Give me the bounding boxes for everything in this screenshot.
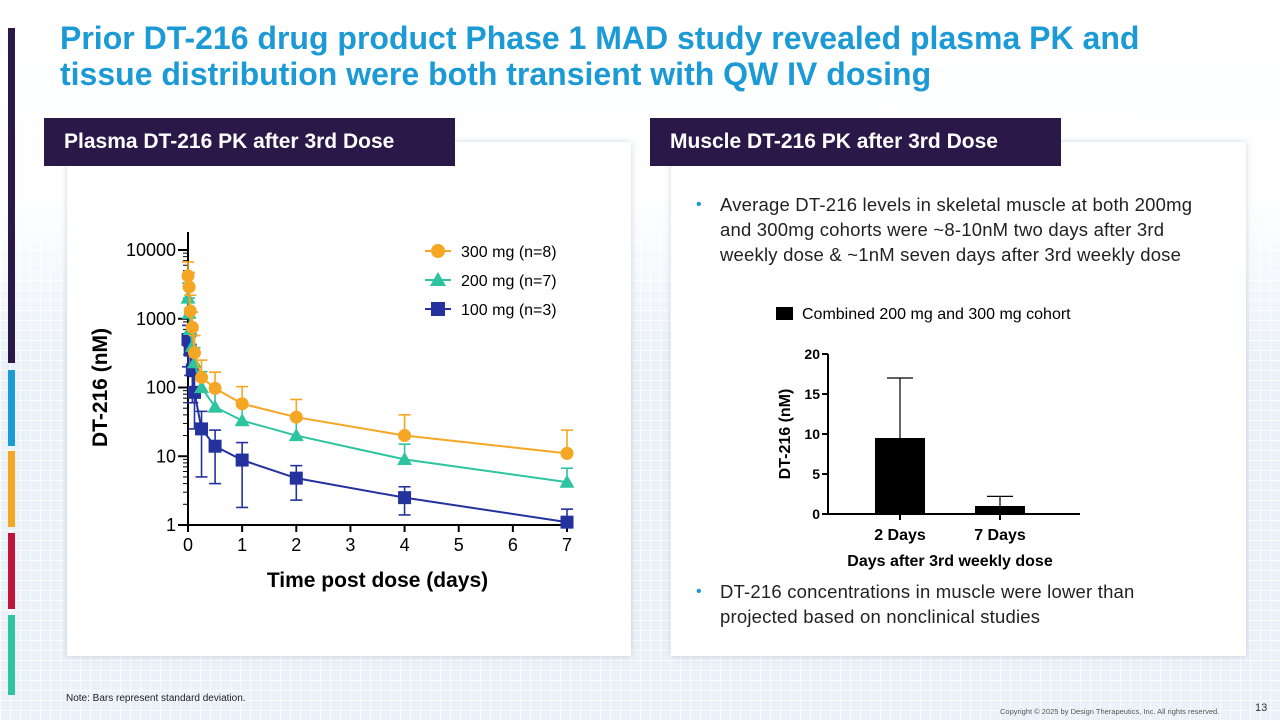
muscle-panel-header: Muscle DT-216 PK after 3rd Dose bbox=[650, 118, 1061, 166]
data-point bbox=[195, 370, 209, 384]
copyright: Copyright © 2025 by Design Therapeutics,… bbox=[1000, 707, 1220, 716]
series-100mg bbox=[181, 324, 574, 529]
y-tick-label: 1000 bbox=[136, 309, 176, 329]
y-tick-label: 10000 bbox=[126, 240, 176, 260]
data-point bbox=[398, 491, 412, 505]
data-point bbox=[208, 439, 222, 453]
slide-title: Prior DT-216 drug product Phase 1 MAD st… bbox=[60, 20, 1140, 92]
bar bbox=[875, 438, 925, 514]
accent-bar-red bbox=[8, 533, 15, 609]
bar bbox=[975, 506, 1025, 514]
accent-bar-orange bbox=[8, 451, 15, 527]
bullet-dot: • bbox=[696, 196, 702, 213]
data-point bbox=[208, 381, 222, 395]
legend-item: 100 mg (n=3) bbox=[425, 302, 557, 319]
footnote: Note: Bars represent standard deviation. bbox=[66, 693, 246, 704]
accent-bar-teal bbox=[8, 615, 15, 695]
series-300mg bbox=[181, 261, 574, 460]
bullet-item: • DT-216 concentrations in muscle were lo… bbox=[696, 579, 1216, 629]
data-point bbox=[431, 244, 445, 258]
data-point bbox=[181, 269, 195, 283]
y-tick-label: 20 bbox=[804, 346, 820, 362]
data-point bbox=[182, 280, 196, 294]
muscle-bullets-bottom: • DT-216 concentrations in muscle were lo… bbox=[696, 579, 1216, 629]
x-tick-label: 0 bbox=[183, 535, 193, 555]
x-tick-label: 3 bbox=[345, 535, 355, 555]
data-point bbox=[234, 413, 250, 427]
muscle-pk-chart: Combined 200 mg and 300 mg cohort 0 5 10 15 2… bbox=[776, 306, 1080, 570]
y-tick-label: 15 bbox=[804, 386, 820, 402]
y-tick-label: 0 bbox=[812, 506, 820, 522]
data-point bbox=[288, 428, 304, 442]
bullet-dot: • bbox=[696, 583, 702, 600]
data-point bbox=[397, 451, 413, 466]
x-tick-label: 5 bbox=[454, 535, 464, 555]
accent-bar-purple bbox=[8, 28, 15, 363]
x-tick-label: 1 bbox=[237, 535, 247, 555]
data-point bbox=[289, 471, 303, 485]
data-point bbox=[207, 399, 223, 413]
legend-item: 300 mg (n=8) bbox=[425, 244, 557, 261]
legend-swatch bbox=[776, 307, 793, 320]
x-tick-label: 4 bbox=[400, 535, 410, 555]
data-point bbox=[194, 380, 210, 394]
data-point bbox=[235, 397, 249, 411]
data-point bbox=[187, 346, 201, 360]
y-axis-label: DT-216 (nM) bbox=[89, 328, 112, 447]
series-line bbox=[187, 339, 568, 524]
x-tick-label: 7 Days bbox=[974, 527, 1026, 544]
bullet-item: • Average DT-216 levels in skeletal muscl… bbox=[696, 192, 1216, 267]
legend-label: 200 mg (n=7) bbox=[461, 273, 557, 290]
x-tick-label: 7 bbox=[562, 535, 572, 555]
data-point bbox=[398, 429, 412, 443]
y-tick-label: 5 bbox=[812, 466, 820, 482]
x-tick-label: 2 Days bbox=[874, 527, 926, 544]
data-point bbox=[431, 302, 445, 316]
plasma-panel-header: Plasma DT-216 PK after 3rd Dose bbox=[44, 118, 455, 166]
data-point bbox=[180, 290, 196, 304]
x-tick-label: 6 bbox=[508, 535, 518, 555]
data-point bbox=[289, 410, 303, 424]
data-point bbox=[185, 320, 199, 334]
accent-bar-blue bbox=[8, 370, 15, 446]
data-point bbox=[560, 446, 574, 460]
x-tick-label: 2 bbox=[291, 535, 301, 555]
x-axis-label: Time post dose (days) bbox=[267, 569, 488, 592]
bullet-text: Average DT-216 levels in skeletal muscle… bbox=[720, 194, 1193, 265]
data-point bbox=[195, 422, 209, 436]
data-point bbox=[559, 474, 575, 488]
y-tick-label: 10 bbox=[156, 446, 176, 466]
legend-label: Combined 200 mg and 300 mg cohort bbox=[802, 306, 1071, 323]
legend-item: 200 mg (n=7) bbox=[425, 271, 557, 290]
data-point bbox=[183, 304, 197, 318]
data-point bbox=[560, 515, 574, 529]
data-point bbox=[429, 271, 447, 287]
muscle-bullets-top: • Average DT-216 levels in skeletal muscl… bbox=[696, 192, 1216, 267]
y-tick-label: 1 bbox=[166, 515, 176, 535]
data-point bbox=[235, 453, 249, 467]
legend-label: 300 mg (n=8) bbox=[461, 244, 557, 261]
y-axis-label: DT-216 (nM) bbox=[777, 389, 794, 480]
legend-label: 100 mg (n=3) bbox=[461, 302, 557, 319]
y-tick-label: 10 bbox=[804, 426, 820, 442]
muscle-panel bbox=[671, 142, 1246, 656]
x-axis-label: Days after 3rd weekly dose bbox=[847, 553, 1053, 570]
y-tick-label: 100 bbox=[146, 378, 176, 398]
bullet-text: DT-216 concentrations in muscle were low… bbox=[720, 581, 1135, 627]
plasma-panel bbox=[67, 142, 631, 656]
page-number: 13 bbox=[1255, 702, 1268, 714]
